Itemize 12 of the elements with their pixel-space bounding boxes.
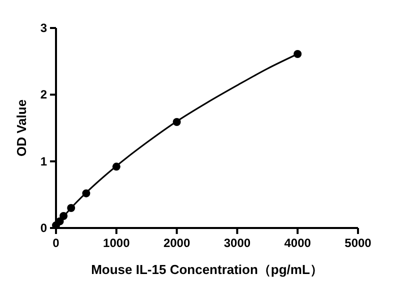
x-tick-label: 4000 — [284, 236, 312, 250]
y-tick-label: 0 — [40, 221, 48, 235]
y-tick-label: 1 — [40, 154, 48, 168]
y-axis-title: OD Value — [14, 99, 29, 157]
y-tick-label: 3 — [40, 21, 48, 35]
x-axis-title: Mouse IL-15 Concentration（pg/mL） — [91, 262, 323, 277]
x-tick-label: 5000 — [344, 236, 372, 250]
y-tick-label: 2 — [40, 88, 48, 102]
x-tick-label: 2000 — [163, 236, 190, 250]
x-tick-label: 3000 — [224, 236, 251, 250]
x-tick-label: 0 — [52, 236, 60, 250]
x-tick-label: 1000 — [103, 236, 130, 250]
